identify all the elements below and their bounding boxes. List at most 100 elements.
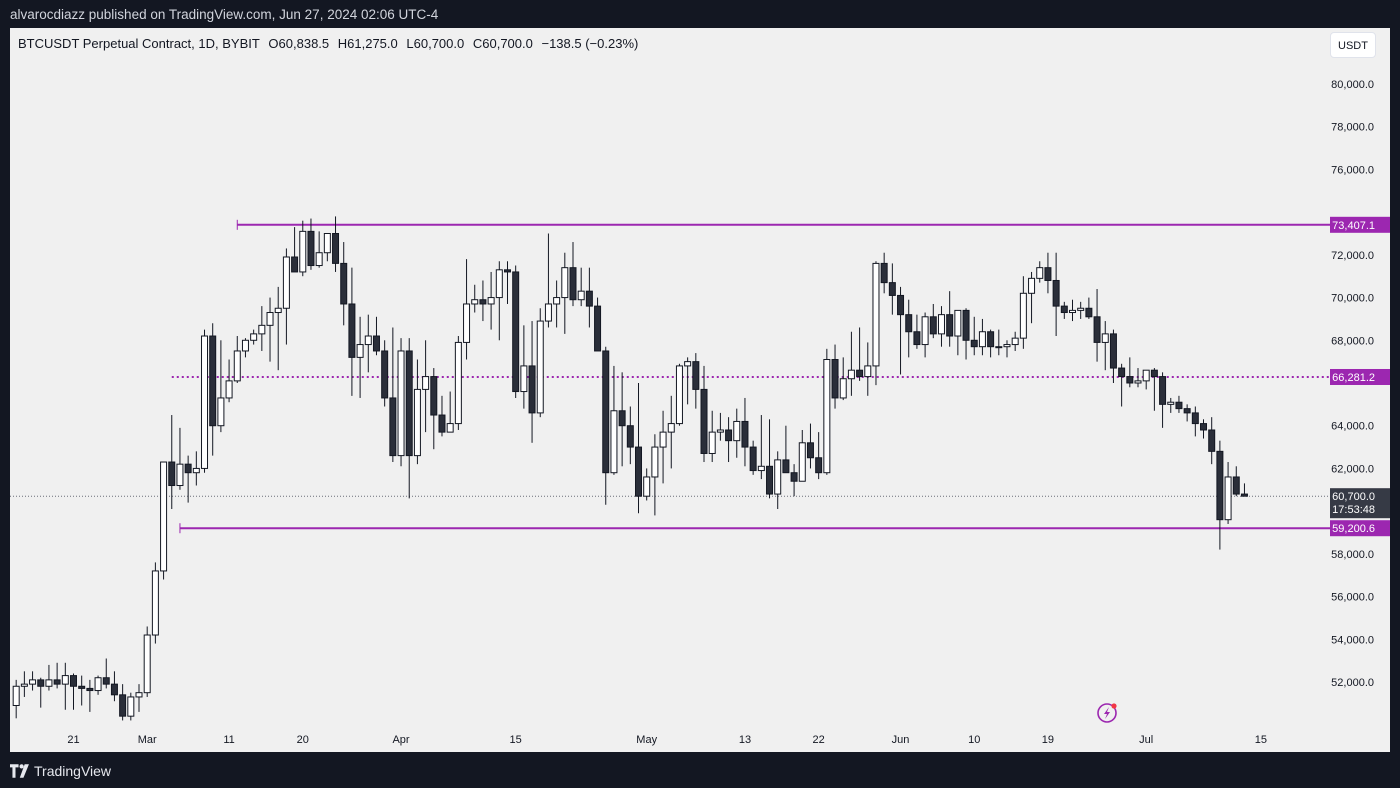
candle-body [503, 269, 511, 273]
lightning-icon-bolt [1104, 707, 1110, 719]
x-tick-label: 15 [510, 734, 522, 746]
candle-body [766, 465, 774, 495]
footer-bar: TradingView [0, 752, 1400, 788]
candle-body [553, 297, 561, 305]
symbol-name[interactable]: BTCUSDT Perpetual Contract, 1D, BYBIT [18, 36, 260, 51]
currency-button[interactable]: USDT [1330, 32, 1376, 58]
candle-body [1109, 333, 1117, 369]
candle-body [233, 350, 241, 382]
candle-body [602, 350, 610, 474]
candle-body [151, 570, 159, 636]
chart-panel[interactable]: 52,000.0 54,000.0 56,000.0 58,000.0 62,000.0… [10, 28, 1390, 752]
candle-body [201, 335, 209, 469]
candle-body [790, 472, 798, 482]
candle-body [1052, 279, 1060, 307]
candle-body [471, 299, 479, 305]
last-price-label: 60,700.0 [1332, 491, 1375, 503]
lightning-icon[interactable] [1097, 703, 1117, 723]
candle-body [192, 467, 200, 474]
x-tick-label: 22 [813, 734, 825, 746]
candle-body [1060, 305, 1068, 314]
candle-body [626, 425, 634, 448]
tradingview-logo-icon[interactable] [10, 764, 32, 778]
x-tick-label: May [636, 734, 657, 746]
x-tick-label: Jun [892, 734, 910, 746]
candle-body [929, 316, 937, 335]
candlestick-chart[interactable]: 52,000.0 54,000.0 56,000.0 58,000.0 62,000.0… [10, 28, 1390, 752]
candle-body [168, 461, 176, 487]
level-price-label-bg [1330, 368, 1390, 385]
candle-body [45, 679, 53, 687]
y-tick-label: 58,000.0 [1331, 549, 1374, 561]
candle-body [1126, 376, 1134, 384]
y-tick-label: 64,000.0 [1331, 421, 1374, 433]
candle-body [110, 683, 118, 696]
candle-body [684, 361, 692, 367]
candle-body [692, 361, 700, 390]
candle-body [12, 685, 20, 706]
candle-body [1142, 369, 1150, 382]
last-price-label-bg [1330, 488, 1390, 519]
candle-body [749, 446, 757, 472]
candle-body [282, 256, 290, 309]
x-tick-label: 10 [968, 734, 980, 746]
x-tick-label: Apr [392, 734, 409, 746]
countdown-label: 17:53:48 [1332, 504, 1375, 516]
candle-body [413, 388, 421, 457]
candle-body [512, 271, 520, 393]
candle-body [1044, 267, 1052, 281]
candle-body [1028, 277, 1036, 294]
candle-body [241, 339, 249, 352]
candle-body [561, 267, 569, 299]
candle-body [78, 685, 86, 689]
candle-body [340, 262, 348, 305]
candle-body [1077, 307, 1085, 311]
candle-body [569, 267, 577, 301]
candle-body [463, 303, 471, 343]
level-price-label: 66,281.2 [1332, 372, 1375, 384]
y-tick-label: 56,000.0 [1331, 592, 1374, 604]
candle-body [987, 331, 995, 348]
candle-body [438, 414, 446, 433]
candle-body [274, 307, 282, 314]
candle-body [806, 442, 814, 459]
candle-body [897, 294, 905, 316]
candle-body [1183, 408, 1191, 414]
tradingview-brand[interactable]: TradingView [34, 763, 112, 779]
x-tick-label: Mar [138, 734, 157, 746]
candle-body [1200, 423, 1208, 431]
candle-body [364, 335, 372, 346]
candle-body [651, 446, 659, 478]
y-tick-label: 68,000.0 [1331, 335, 1374, 347]
candle-body [1224, 476, 1232, 521]
low-value: L60,700.0 [406, 36, 465, 51]
candle-body [323, 233, 331, 254]
candle-body [716, 429, 724, 433]
candle-body [520, 365, 528, 393]
candle-body [176, 463, 184, 487]
y-tick-label: 78,000.0 [1331, 122, 1374, 134]
candle-body [307, 230, 315, 267]
candle-body [1232, 476, 1240, 495]
candle-body [348, 303, 356, 358]
candle-body [913, 331, 921, 346]
candle-body [430, 376, 438, 416]
candle-body [1208, 429, 1216, 452]
candle-body [937, 314, 945, 335]
candle-body [864, 365, 872, 378]
candle-body [577, 290, 585, 301]
candle-body [725, 429, 733, 442]
level-price-label: 59,200.6 [1332, 523, 1375, 535]
candle-body [823, 359, 831, 474]
candle-body [37, 679, 45, 687]
candle-body [184, 463, 192, 474]
candle-body [102, 677, 110, 685]
candle-body [332, 233, 340, 264]
candle-body [635, 446, 643, 497]
y-tick-label: 70,000.0 [1331, 293, 1374, 305]
x-tick-label: Jul [1139, 734, 1153, 746]
candle-body [659, 431, 667, 448]
candle-body [258, 324, 266, 335]
candle-body [856, 369, 864, 378]
y-tick-label: 52,000.0 [1331, 677, 1374, 689]
